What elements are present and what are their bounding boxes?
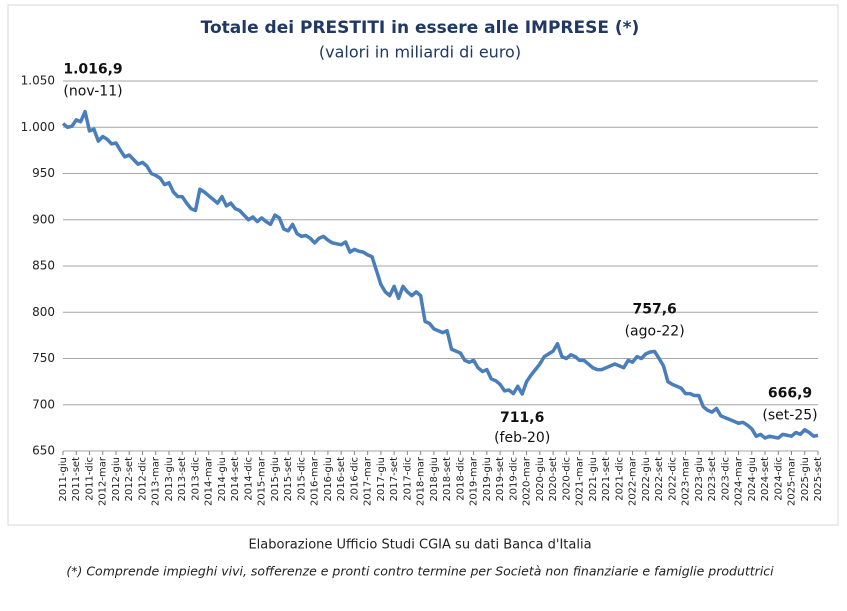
- y-tick-label: 900: [32, 212, 55, 226]
- x-tick-label: 2011-giu: [58, 457, 69, 502]
- x-tick-label: 2013-set: [177, 457, 188, 501]
- x-tick-label: 2025-giu: [800, 457, 811, 502]
- x-tick-label: 2015-dic: [296, 457, 307, 501]
- x-tick-label: 2015-set: [283, 457, 294, 501]
- x-tick-label: 2020-giu: [535, 457, 546, 502]
- x-tick-label: 2014-dic: [243, 457, 254, 501]
- x-tick-label: 2022-giu: [641, 457, 652, 502]
- x-tick-label: 2011-dic: [84, 457, 95, 501]
- x-tick-label: 2024-giu: [747, 457, 758, 502]
- x-tick-label: 2024-dic: [773, 457, 784, 501]
- x-tick-label: 2023-dic: [720, 457, 731, 501]
- data-label-date: (feb-20): [494, 430, 550, 446]
- data-label: 711,6: [500, 410, 544, 426]
- chart-title: Totale dei PRESTITI in essere alle IMPRE…: [201, 18, 640, 38]
- y-tick-label: 650: [32, 444, 55, 458]
- x-tick-label: 2021-giu: [588, 457, 599, 502]
- x-tick-label: 2016-dic: [349, 457, 360, 501]
- x-tick-label: 2012-giu: [111, 457, 122, 502]
- x-tick-label: 2011-set: [71, 457, 82, 501]
- x-tick-label: 2023-set: [707, 457, 718, 501]
- x-tick-label: 2018-dic: [455, 457, 466, 501]
- x-tick-label: 2012-mar: [98, 456, 109, 506]
- x-tick-label: 2018-set: [442, 457, 453, 501]
- x-tick-label: 2015-giu: [270, 457, 281, 502]
- x-tick-label: 2024-set: [760, 457, 771, 501]
- x-tick-label: 2022-set: [654, 457, 665, 501]
- x-tick-label: 2013-dic: [190, 457, 201, 501]
- x-tick-label: 2020-set: [548, 457, 559, 501]
- chart-subtitle: (valori in miliardi di euro): [319, 43, 521, 62]
- y-tick-label: 800: [32, 305, 55, 319]
- chart-frame: [7, 4, 839, 526]
- data-label: 757,6: [632, 301, 676, 317]
- x-tick-label: 2014-set: [230, 457, 241, 501]
- x-tick-label: 2016-giu: [323, 457, 334, 502]
- x-tick-label: 2019-giu: [482, 457, 493, 502]
- x-tick-label: 2012-set: [124, 457, 135, 501]
- y-tick-label: 950: [32, 166, 55, 180]
- source-note: Elaborazione Ufficio Studi CGIA su dati …: [248, 538, 591, 553]
- data-label-date: (nov-11): [63, 84, 122, 100]
- x-tick-label: 2016-set: [336, 457, 347, 501]
- x-tick-label: 2015-mar: [257, 456, 268, 506]
- x-tick-label: 2019-dic: [508, 457, 519, 501]
- x-tick-label: 2014-mar: [204, 456, 215, 506]
- x-tick-label: 2019-mar: [469, 456, 480, 506]
- x-tick-label: 2017-giu: [376, 457, 387, 502]
- y-tick-label: 750: [32, 351, 55, 365]
- x-tick-label: 2013-mar: [151, 456, 162, 506]
- x-tick-label: 2013-giu: [164, 457, 175, 502]
- x-tick-label: 2020-dic: [561, 457, 572, 501]
- x-tick-label: 2021-mar: [575, 456, 586, 506]
- x-tick-label: 2012-dic: [137, 457, 148, 501]
- x-tick-label: 2019-set: [495, 457, 506, 501]
- x-tick-label: 2022-mar: [628, 456, 639, 506]
- x-tick-label: 2022-dic: [667, 457, 678, 501]
- x-tick-label: 2018-mar: [416, 456, 427, 506]
- x-tick-label: 2018-giu: [429, 457, 440, 502]
- y-tick-label: 1.000: [21, 120, 55, 134]
- y-tick-label: 850: [32, 259, 55, 273]
- x-tick-label: 2024-mar: [734, 456, 745, 506]
- x-tick-label: 2021-dic: [614, 457, 625, 501]
- x-tick-label: 2023-giu: [694, 457, 705, 502]
- y-tick-label: 1.050: [21, 74, 55, 88]
- x-tick-label: 2016-mar: [310, 456, 321, 506]
- x-tick-label: 2020-mar: [522, 456, 533, 506]
- data-line: [61, 109, 819, 440]
- x-tick-label: 2025-set: [813, 457, 824, 501]
- x-tick-label: 2025-mar: [787, 456, 798, 506]
- data-label: 666,9: [768, 385, 812, 401]
- x-tick-label: 2017-dic: [402, 457, 413, 501]
- y-tick-label: 700: [32, 397, 55, 411]
- data-label-date: (ago-22): [625, 323, 685, 339]
- x-tick-label: 2017-set: [389, 457, 400, 501]
- footnote: (*) Comprende impieghi vivi, sofferenze …: [66, 564, 774, 579]
- data-label-date: (set-25): [762, 407, 817, 423]
- data-label: 1.016,9: [63, 62, 122, 78]
- x-tick-label: 2023-mar: [681, 456, 692, 506]
- x-tick-label: 2021-set: [601, 457, 612, 501]
- x-tick-label: 2014-giu: [217, 457, 228, 502]
- x-tick-label: 2017-mar: [363, 456, 374, 506]
